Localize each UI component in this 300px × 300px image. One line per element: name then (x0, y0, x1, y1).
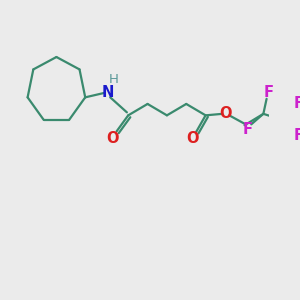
Text: F: F (242, 122, 252, 137)
Text: F: F (264, 85, 274, 100)
Text: F: F (294, 96, 300, 111)
Text: N: N (102, 85, 114, 100)
Text: H: H (109, 73, 119, 86)
Text: O: O (107, 131, 119, 146)
Text: O: O (187, 131, 199, 146)
Text: O: O (220, 106, 232, 121)
Text: F: F (294, 128, 300, 143)
